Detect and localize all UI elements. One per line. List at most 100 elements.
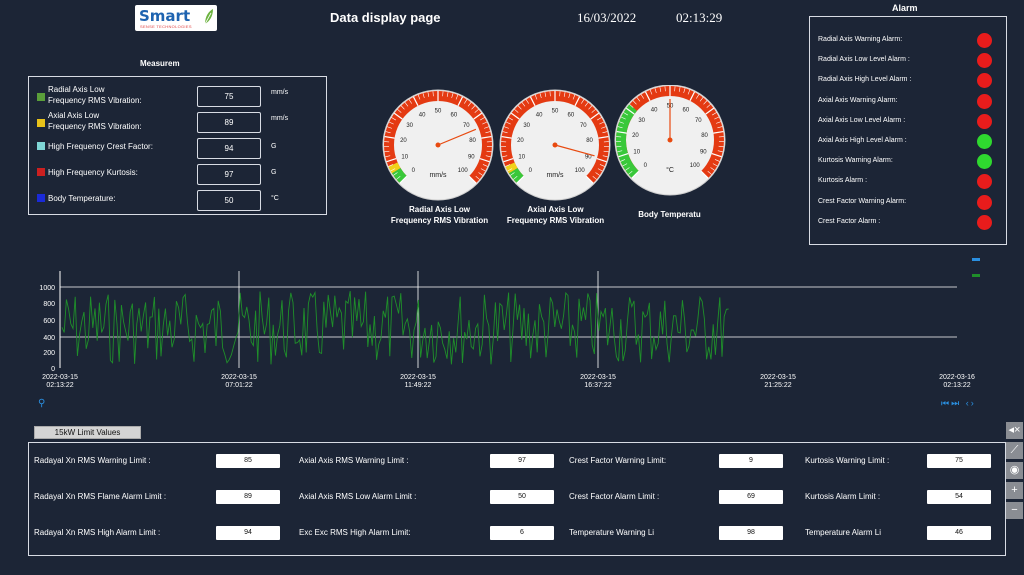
gauge-tick-label: 40 — [536, 112, 543, 118]
alarm-row: Kurtosis Alarm : — [818, 174, 1000, 190]
limit-value-input[interactable]: 9 — [719, 454, 783, 468]
first-page-icon[interactable]: ⏮ — [941, 398, 952, 408]
limit-value-input[interactable]: 75 — [927, 454, 991, 468]
limit-value-input[interactable]: 46 — [927, 526, 991, 540]
gauge-tick-label: 60 — [568, 112, 575, 118]
measurement-row: High Frequency Crest Factor: 94 G — [37, 138, 322, 160]
limit-value-input[interactable]: 69 — [719, 490, 783, 504]
limit-value-input[interactable]: 6 — [490, 526, 554, 540]
alarm-label: Axial Axis High Level Alarm : — [818, 137, 907, 144]
gauge-needle — [437, 128, 477, 146]
gauge-tick — [393, 112, 403, 120]
alarm-indicator — [977, 154, 992, 170]
gauge-tick — [597, 168, 603, 172]
gauge-tick — [616, 145, 622, 148]
gauge-tick — [388, 164, 394, 167]
alarm-label: Kurtosis Alarm : — [818, 177, 868, 185]
limit-value-input[interactable]: 97 — [490, 454, 554, 468]
gauge-tick — [625, 167, 630, 171]
limit-value-input[interactable]: 89 — [216, 490, 280, 504]
y-tick-label: 0 — [51, 366, 55, 373]
y-tick-label: 400 — [43, 335, 55, 342]
alarm-indicator — [977, 134, 992, 149]
limit-value-input[interactable]: 50 — [490, 490, 554, 504]
gauge-tick — [563, 91, 566, 97]
gauge-tick-label: 70 — [580, 123, 587, 129]
zoom-icon[interactable]: ⚲ — [38, 398, 46, 409]
tool-icon[interactable]: ⟋ — [1006, 442, 1023, 459]
gauge-tick — [617, 150, 623, 153]
x-tick-time: 11:49:22 — [405, 382, 432, 389]
limit-label: Axial Axis RMS Warning Limit : — [299, 456, 409, 465]
alarm-label: Radial Axis Low Level Alarm : — [818, 56, 910, 64]
alarm-indicator — [977, 194, 992, 210]
chart-nav-controls[interactable]: ⏮⏭ ‹› — [941, 398, 976, 409]
gauge-tick — [644, 91, 651, 102]
gauge-tick-label: 10 — [518, 154, 525, 160]
gauge-tick — [502, 155, 508, 158]
gauge-tick — [393, 172, 398, 176]
gauge-tick — [618, 153, 629, 158]
plus-icon[interactable]: + — [1006, 482, 1023, 499]
smart-logo: Smart SENSE TECHNOLOGIES — [135, 5, 217, 31]
gauge-tick — [384, 150, 390, 153]
alarm-row: Radial Axis Warning Alarm: — [818, 33, 1000, 49]
measurement-value: 97 — [197, 164, 261, 185]
minus-icon[interactable]: − — [1006, 502, 1023, 519]
gauge-tick — [717, 150, 723, 153]
gauge-tick — [581, 99, 585, 104]
mute-icon[interactable]: ◂× — [1006, 422, 1023, 439]
gauge-tick — [510, 172, 515, 176]
gauge-tick — [707, 171, 712, 175]
limit-value-input[interactable]: 85 — [216, 454, 280, 468]
logo-text: Smart — [139, 7, 191, 25]
limit-value-input[interactable]: 54 — [927, 490, 991, 504]
alarm-label: Crest Factor Warning Alarm: — [818, 197, 907, 205]
alarm-label: Crest Factor Alarm : — [818, 217, 881, 225]
limit-value-input[interactable]: 98 — [719, 526, 783, 540]
gauge-tick — [687, 89, 691, 95]
gauge-tick-label: 60 — [451, 112, 458, 118]
gauge-tick — [628, 171, 633, 175]
gauge-tick — [478, 172, 483, 176]
y-tick-label: 600 — [43, 318, 55, 325]
gauge-tick — [504, 126, 509, 129]
next-icon[interactable]: › — [970, 398, 976, 408]
gauge-tick — [689, 91, 696, 102]
limit-value-input[interactable]: 94 — [216, 526, 280, 540]
gauge-tick — [427, 91, 430, 97]
current-time: 02:13:29 — [676, 10, 723, 25]
y-tick-label: 200 — [43, 350, 55, 357]
limit-values-button[interactable]: 15kW Limit Values — [34, 426, 141, 439]
gauge-tick — [386, 158, 397, 163]
gauge-tick-label: 0 — [644, 163, 648, 169]
gauge-tick — [485, 131, 491, 134]
measurement-value: 75 — [197, 86, 261, 107]
gauge-tick-label: 30 — [406, 123, 413, 129]
last-page-icon[interactable]: ⏭ — [951, 398, 962, 408]
alarm-row: Crest Factor Warning Alarm: — [818, 194, 1000, 211]
alarm-row: Crest Factor Alarm : — [818, 214, 1000, 231]
gauge-tick — [501, 135, 512, 139]
gauge-tick — [568, 93, 571, 99]
gauge-tick — [534, 94, 538, 100]
alarm-row: Axial Axis Warning Alarm: — [818, 93, 1000, 110]
gauge-tick — [584, 102, 589, 107]
gauge-tick — [400, 105, 405, 110]
gauge-tick — [474, 109, 479, 113]
gauge-tick — [384, 135, 395, 139]
legend-swatch-green — [972, 274, 980, 277]
gauge-tick — [446, 91, 449, 97]
gauge-tick — [508, 117, 513, 121]
alarm-row: Radial Axis Low Level Alarm : — [818, 53, 1000, 69]
gauge-tick-label: 10 — [633, 149, 640, 155]
page-title: Data display page — [330, 10, 441, 25]
gauge-tick — [399, 175, 408, 184]
eye-icon[interactable]: ◉ — [1006, 462, 1023, 479]
gauge-tick-label: 70 — [695, 118, 702, 124]
gauge-tick — [602, 131, 608, 134]
trend-chart: 100080060040020002022-03-1502:13:222022-… — [39, 271, 975, 389]
gauge-tick — [517, 105, 522, 110]
prev-icon[interactable]: ‹ — [965, 398, 971, 408]
gauge-tick — [616, 130, 627, 134]
